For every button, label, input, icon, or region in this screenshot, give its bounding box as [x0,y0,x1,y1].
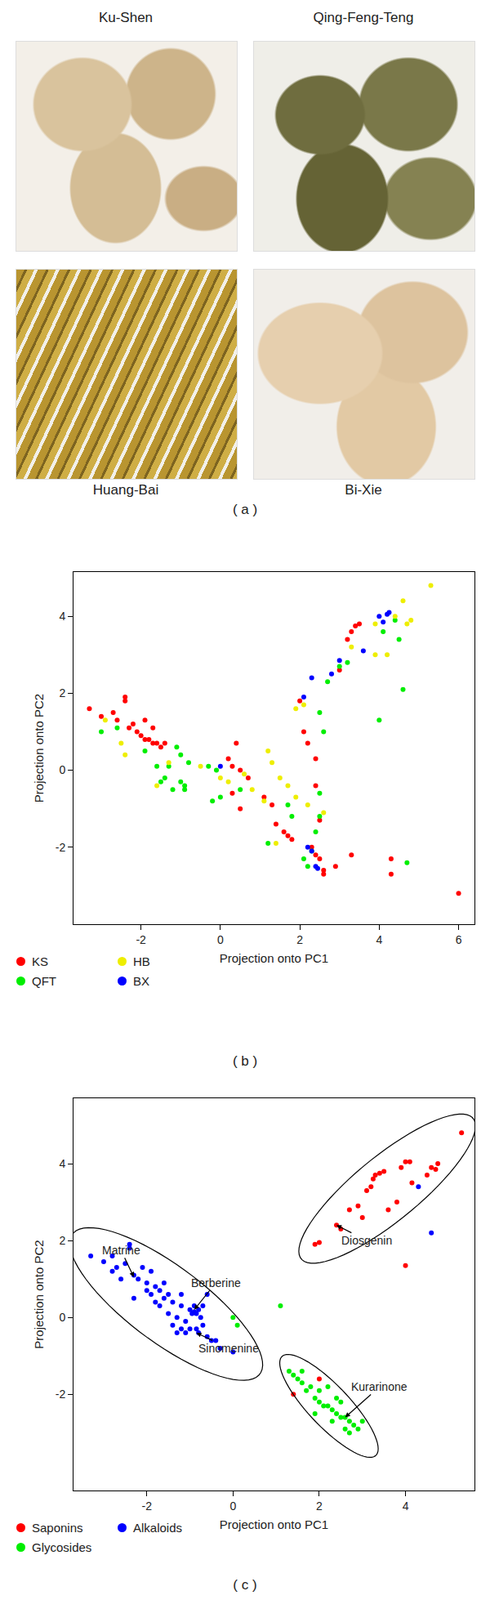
svg-text:Projection onto PC2: Projection onto PC2 [31,1238,46,1348]
svg-text:-2: -2 [135,932,147,946]
html-text:Qing-Feng-Teng: Qing-Feng-Teng [313,9,414,26]
svg-text:2: 2 [316,1498,323,1512]
html-text:BX: BX [133,973,150,988]
svg-text:-2: -2 [142,1498,153,1512]
html-text:Huang-Bai: Huang-Bai [92,481,159,498]
html-text:KS: KS [31,953,49,968]
html-text:( c ): ( c ) [233,1576,257,1592]
svg-text:Matrine: Matrine [102,1242,141,1257]
svg-text:Projection onto PC1: Projection onto PC1 [219,1516,329,1531]
svg-text:2: 2 [58,1233,66,1247]
html-text:Bi-Xie: Bi-Xie [344,481,382,498]
html-text:HB: HB [133,953,151,968]
svg-text:Sinomenine: Sinomenine [198,1340,259,1355]
html-text:QFT: QFT [31,973,57,988]
html-text:( b ): ( b ) [232,1052,258,1069]
svg-text:Diosgenin: Diosgenin [341,1233,392,1247]
svg-text:0: 0 [58,1309,66,1323]
svg-text:-2: -2 [55,1386,67,1400]
html-text:Saponins: Saponins [31,1519,83,1534]
svg-text:2: 2 [58,686,66,700]
svg-text:Berberine: Berberine [191,1275,241,1289]
svg-text:-2: -2 [55,840,67,854]
svg-text:Kurarinone: Kurarinone [351,1379,408,1393]
svg-text:4: 4 [402,1498,410,1512]
html-text:( a ): ( a ) [232,501,258,517]
svg-text:2: 2 [296,932,303,946]
svg-text:4: 4 [375,932,383,946]
svg-text:4: 4 [58,609,66,623]
svg-text:0: 0 [58,762,66,776]
svg-text:Projection onto PC2: Projection onto PC2 [31,693,46,802]
svg-text:Projection onto PC1: Projection onto PC1 [219,950,329,965]
svg-text:4: 4 [58,1156,66,1170]
svg-text:0: 0 [217,932,224,946]
svg-text:0: 0 [229,1498,237,1512]
html-text:Alkaloids: Alkaloids [133,1519,183,1534]
html-text:Ku-Shen: Ku-Shen [98,9,153,26]
svg-text:6: 6 [455,932,463,946]
html-text:Glycosides: Glycosides [31,1539,92,1554]
